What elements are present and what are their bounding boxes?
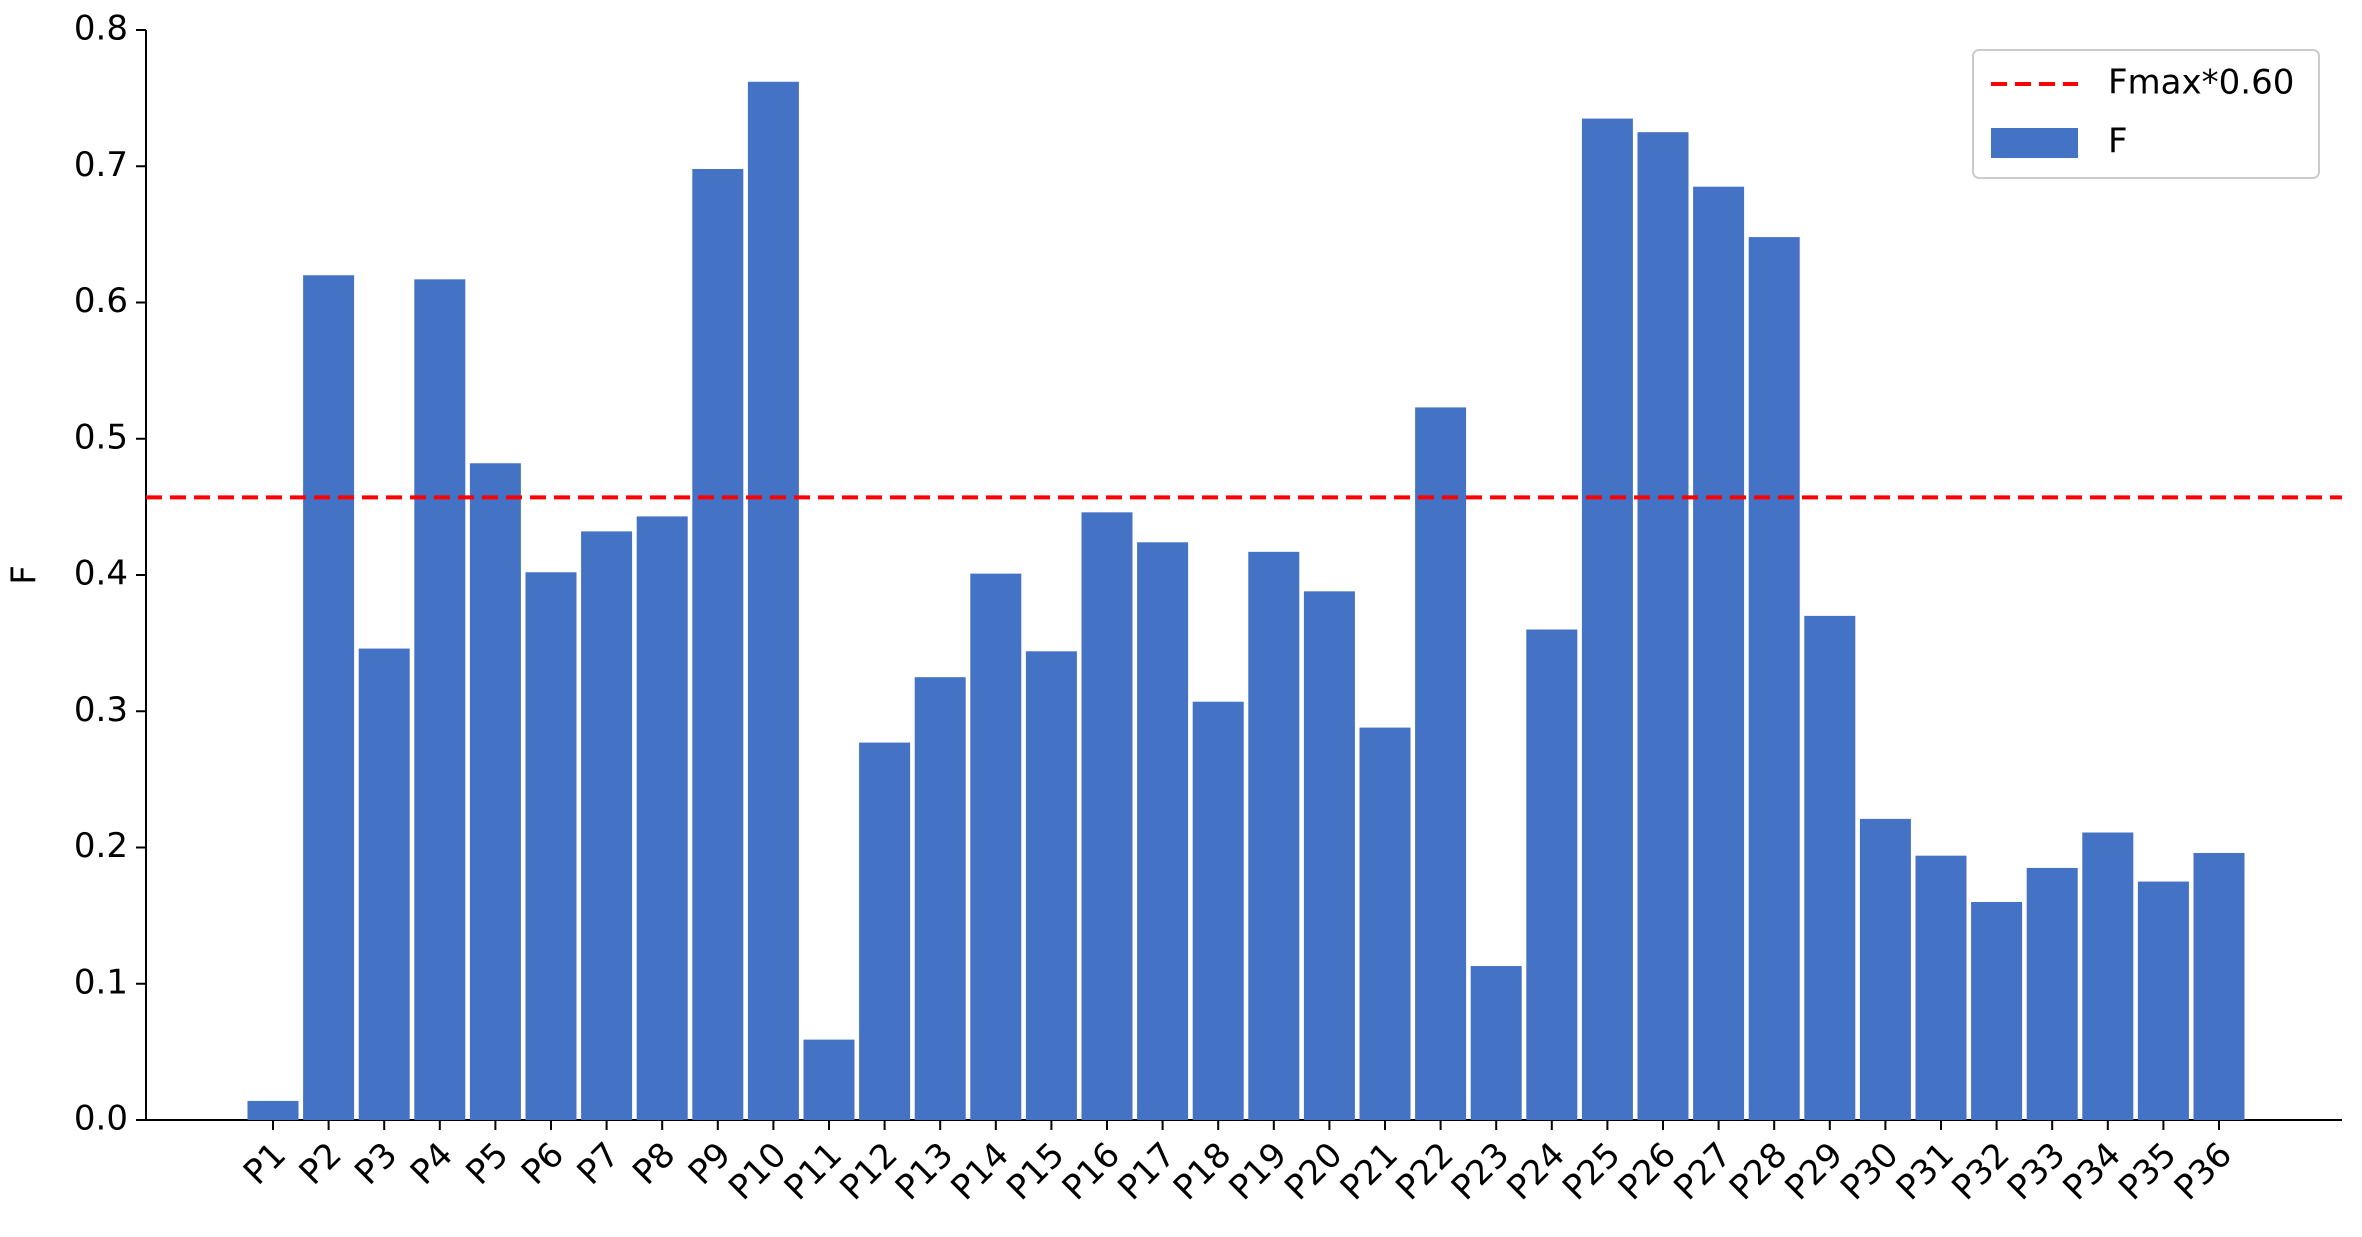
x-tick-label: P21 xyxy=(1333,1135,1406,1208)
x-tick-label: P31 xyxy=(1889,1135,1962,1208)
x-tick-label: P22 xyxy=(1388,1135,1461,1208)
x-tick-label: P11 xyxy=(777,1135,850,1208)
bar xyxy=(1359,727,1411,1120)
y-tick-label: 0.3 xyxy=(74,690,128,730)
x-tick-label: P33 xyxy=(2000,1135,2073,1208)
x-tick-label: P12 xyxy=(832,1135,905,1208)
bar xyxy=(1859,818,1911,1120)
legend-label: Fmax*0.60 xyxy=(2108,63,2294,103)
bar xyxy=(803,1039,855,1120)
legend-bar-swatch xyxy=(1991,128,2078,158)
x-tick-label: P4 xyxy=(403,1135,461,1193)
x-tick-label: P5 xyxy=(458,1135,516,1193)
bar xyxy=(1081,512,1133,1120)
bar xyxy=(1748,237,1800,1121)
bar xyxy=(2193,852,2245,1120)
x-tick-label: P10 xyxy=(721,1135,794,1208)
bar xyxy=(303,275,355,1120)
bar xyxy=(247,1100,299,1120)
x-tick-label: P1 xyxy=(236,1135,294,1193)
x-tick-label: P19 xyxy=(1221,1135,1294,1208)
bar xyxy=(1526,629,1578,1120)
y-tick-label: 0.6 xyxy=(74,281,128,321)
bar xyxy=(1137,542,1189,1120)
y-tick-label: 0.1 xyxy=(74,962,128,1002)
bar xyxy=(2137,881,2189,1120)
x-tick-label: P26 xyxy=(1611,1135,1684,1208)
x-tick-label: P20 xyxy=(1277,1135,1350,1208)
x-tick-label: P27 xyxy=(1666,1135,1739,1208)
x-tick-label: P16 xyxy=(1055,1135,1128,1208)
bar xyxy=(1581,118,1633,1120)
x-tick-label: P34 xyxy=(2055,1135,2128,1208)
y-tick-label: 0.8 xyxy=(74,9,128,49)
bar xyxy=(414,279,466,1120)
bar xyxy=(1303,591,1355,1120)
x-tick-label: P32 xyxy=(1944,1135,2017,1208)
y-tick-label: 0.5 xyxy=(74,417,128,457)
bar xyxy=(1915,855,1967,1120)
x-tick-label: P8 xyxy=(625,1135,683,1193)
bar xyxy=(692,168,744,1121)
x-tick-label: P35 xyxy=(2111,1135,2184,1208)
bar xyxy=(1415,407,1467,1121)
x-tick-label: P23 xyxy=(1444,1135,1517,1208)
bar xyxy=(2082,832,2134,1120)
x-tick-label: P14 xyxy=(943,1135,1016,1208)
x-tick-label: P7 xyxy=(570,1135,628,1193)
x-tick-label: P17 xyxy=(1110,1135,1183,1208)
bar xyxy=(1192,701,1244,1120)
x-tick-label: P6 xyxy=(514,1135,572,1193)
x-tick-label: P28 xyxy=(1722,1135,1795,1208)
x-tick-label: P13 xyxy=(888,1135,961,1208)
x-tick-label: P24 xyxy=(1499,1135,1572,1208)
bar xyxy=(1025,651,1077,1120)
bar xyxy=(525,572,577,1120)
bar xyxy=(859,742,911,1120)
x-tick-label: P36 xyxy=(2167,1135,2240,1208)
bar xyxy=(358,648,410,1120)
bar xyxy=(469,463,521,1120)
y-tick-label: 0.7 xyxy=(74,145,128,185)
bar xyxy=(1470,966,1522,1120)
bar xyxy=(914,677,966,1120)
bar xyxy=(1971,902,2023,1120)
bar xyxy=(1693,186,1745,1120)
bar xyxy=(636,516,688,1120)
bar xyxy=(581,531,633,1120)
legend-label: F xyxy=(2108,122,2128,162)
x-tick-label: P15 xyxy=(999,1135,1072,1208)
bar xyxy=(970,573,1022,1120)
x-tick-label: P2 xyxy=(292,1135,350,1193)
y-tick-label: 0.2 xyxy=(74,826,128,866)
y-tick-label: 0.0 xyxy=(74,1099,128,1139)
bar xyxy=(1637,132,1689,1120)
x-tick-label: P30 xyxy=(1833,1135,1906,1208)
bar xyxy=(747,81,799,1120)
bar xyxy=(2026,867,2078,1120)
bar xyxy=(1248,551,1300,1120)
y-axis-label: F xyxy=(5,565,45,585)
x-tick-label: P25 xyxy=(1555,1135,1628,1208)
x-tick-label: P18 xyxy=(1166,1135,1239,1208)
y-tick-label: 0.4 xyxy=(74,554,128,594)
x-tick-label: P3 xyxy=(347,1135,405,1193)
bar xyxy=(1804,615,1856,1120)
x-tick-label: P29 xyxy=(1777,1135,1850,1208)
